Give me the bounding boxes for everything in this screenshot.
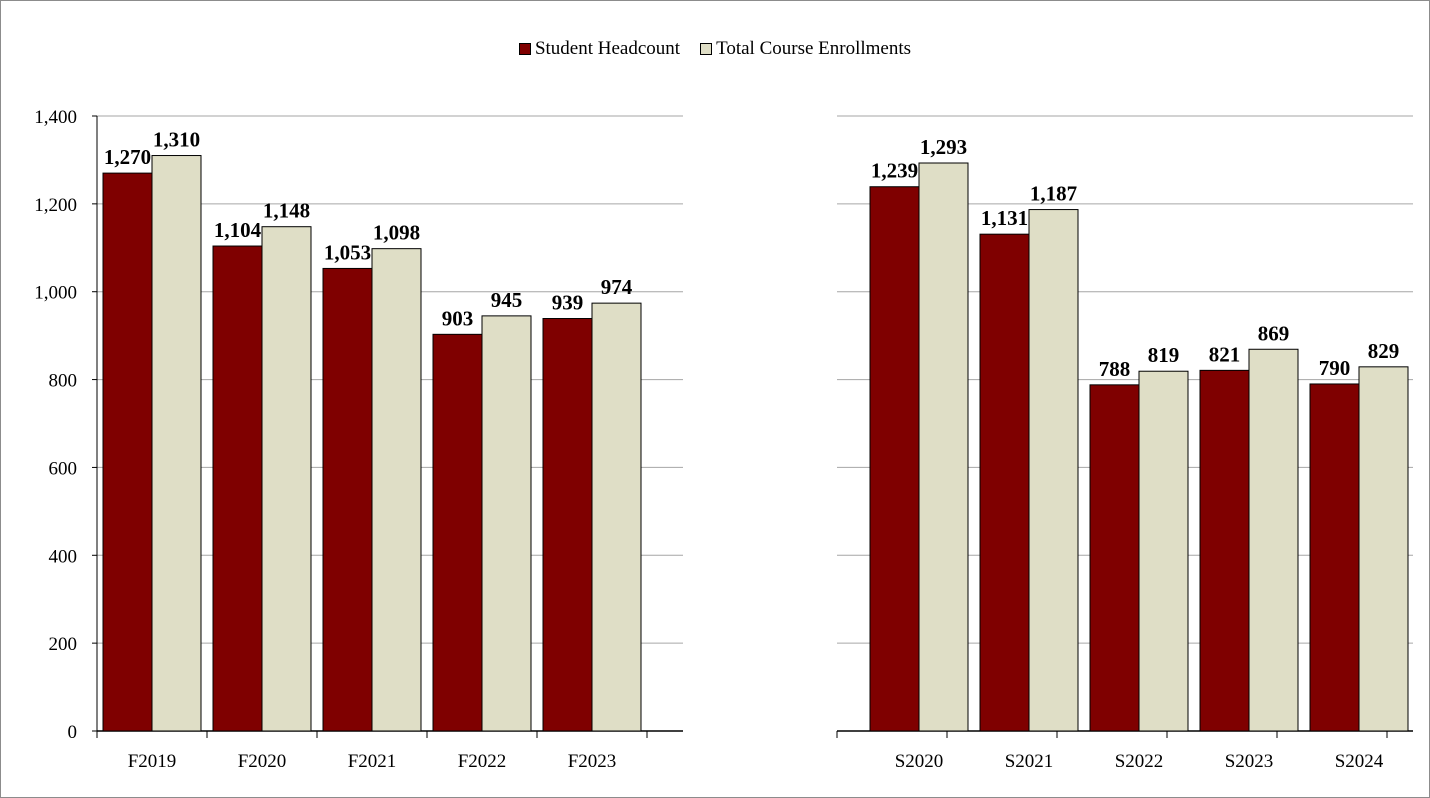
left-x-tick-label-F2021: F2021 [348, 751, 397, 772]
left-data-label-F2022-headcount: 903 [442, 306, 474, 330]
left-data-label-F2023-headcount: 939 [552, 291, 584, 315]
y-tick-label-200: 200 [49, 634, 78, 655]
y-tick-label-1200: 1,200 [34, 195, 77, 216]
left-bar-F2020-headcount [212, 245, 263, 732]
right-bar-S2024-enrollments [1358, 366, 1409, 732]
y-tick-label-800: 800 [49, 371, 78, 392]
left-bar-F2021-headcount [322, 267, 373, 732]
left-data-label-F2019-headcount: 1,270 [104, 145, 151, 169]
left-data-label-F2022-enrollments: 945 [491, 288, 523, 312]
left-data-label-F2021-enrollments: 1,098 [373, 221, 420, 245]
left-data-label-F2019-enrollments: 1,310 [153, 128, 200, 152]
right-data-label-S2022-headcount: 788 [1099, 357, 1131, 381]
legend-item-headcount: Student Headcount [518, 38, 681, 60]
right-x-tick-label-S2023: S2023 [1225, 751, 1274, 772]
right-data-label-S2020-enrollments: 1,293 [920, 135, 967, 159]
left-data-label-F2020-enrollments: 1,148 [263, 199, 310, 223]
legend-label-enrollments: Total Course Enrollments [716, 38, 912, 59]
left-bar-F2023-headcount [542, 318, 593, 732]
left-bar-F2022-headcount [432, 333, 483, 732]
right-bar-S2021-headcount [979, 233, 1030, 732]
left-data-label-F2020-headcount: 1,104 [214, 218, 262, 242]
left-bar-F2020-enrollments [261, 226, 312, 732]
left-data-label-F2021-headcount: 1,053 [324, 240, 371, 264]
right-bar-S2021-enrollments [1028, 209, 1079, 732]
left-bar-F2023-enrollments [591, 302, 642, 732]
right-x-tick-label-S2020: S2020 [895, 751, 944, 772]
left-x-tick-label-F2022: F2022 [458, 751, 507, 772]
y-tick-label-0: 0 [68, 722, 78, 743]
right-bar-S2020-headcount [869, 186, 920, 732]
legend-item-enrollments: Total Course Enrollments [700, 38, 911, 60]
right-data-label-S2023-headcount: 821 [1209, 342, 1241, 366]
left-bar-F2019-headcount [102, 172, 153, 732]
right-bar-S2022-enrollments [1138, 370, 1189, 732]
right-data-label-S2021-enrollments: 1,187 [1030, 182, 1077, 206]
left-bar-F2022-enrollments [481, 315, 532, 732]
right-data-label-S2020-headcount: 1,239 [871, 159, 918, 183]
right-data-label-S2024-enrollments: 829 [1368, 339, 1400, 363]
right-bar-S2022-headcount [1089, 384, 1140, 732]
left-x-tick-label-F2020: F2020 [238, 751, 287, 772]
right-x-tick-label-S2021: S2021 [1005, 751, 1054, 772]
left-x-tick-label-F2019: F2019 [128, 751, 177, 772]
left-bar-F2019-enrollments [151, 155, 202, 732]
y-tick-label-1000: 1,000 [34, 283, 77, 304]
right-bar-S2023-headcount [1199, 369, 1250, 732]
right-bar-S2023-enrollments [1248, 348, 1299, 732]
legend-swatch-enrollments [700, 43, 713, 55]
right-data-label-S2023-enrollments: 869 [1258, 321, 1290, 345]
right-bar-S2020-enrollments [918, 162, 969, 732]
legend-label-headcount: Student Headcount [534, 38, 681, 59]
legend-swatch-headcount [518, 43, 531, 55]
y-tick-label-600: 600 [49, 458, 78, 479]
right-bar-S2024-headcount [1309, 383, 1360, 732]
right-data-label-S2022-enrollments: 819 [1148, 343, 1180, 367]
left-bar-F2021-enrollments [371, 248, 422, 732]
right-data-label-S2021-headcount: 1,131 [981, 206, 1028, 230]
legend: Student Headcount Total Course Enrollmen… [0, 38, 1430, 60]
left-data-label-F2023-enrollments: 974 [601, 275, 633, 299]
right-x-tick-label-S2024: S2024 [1335, 751, 1384, 772]
y-tick-label-1400: 1,400 [34, 107, 77, 128]
right-x-tick-label-S2022: S2022 [1115, 751, 1164, 772]
y-tick-label-400: 400 [49, 546, 78, 567]
left-x-tick-label-F2023: F2023 [568, 751, 617, 772]
right-data-label-S2024-headcount: 790 [1319, 356, 1351, 380]
